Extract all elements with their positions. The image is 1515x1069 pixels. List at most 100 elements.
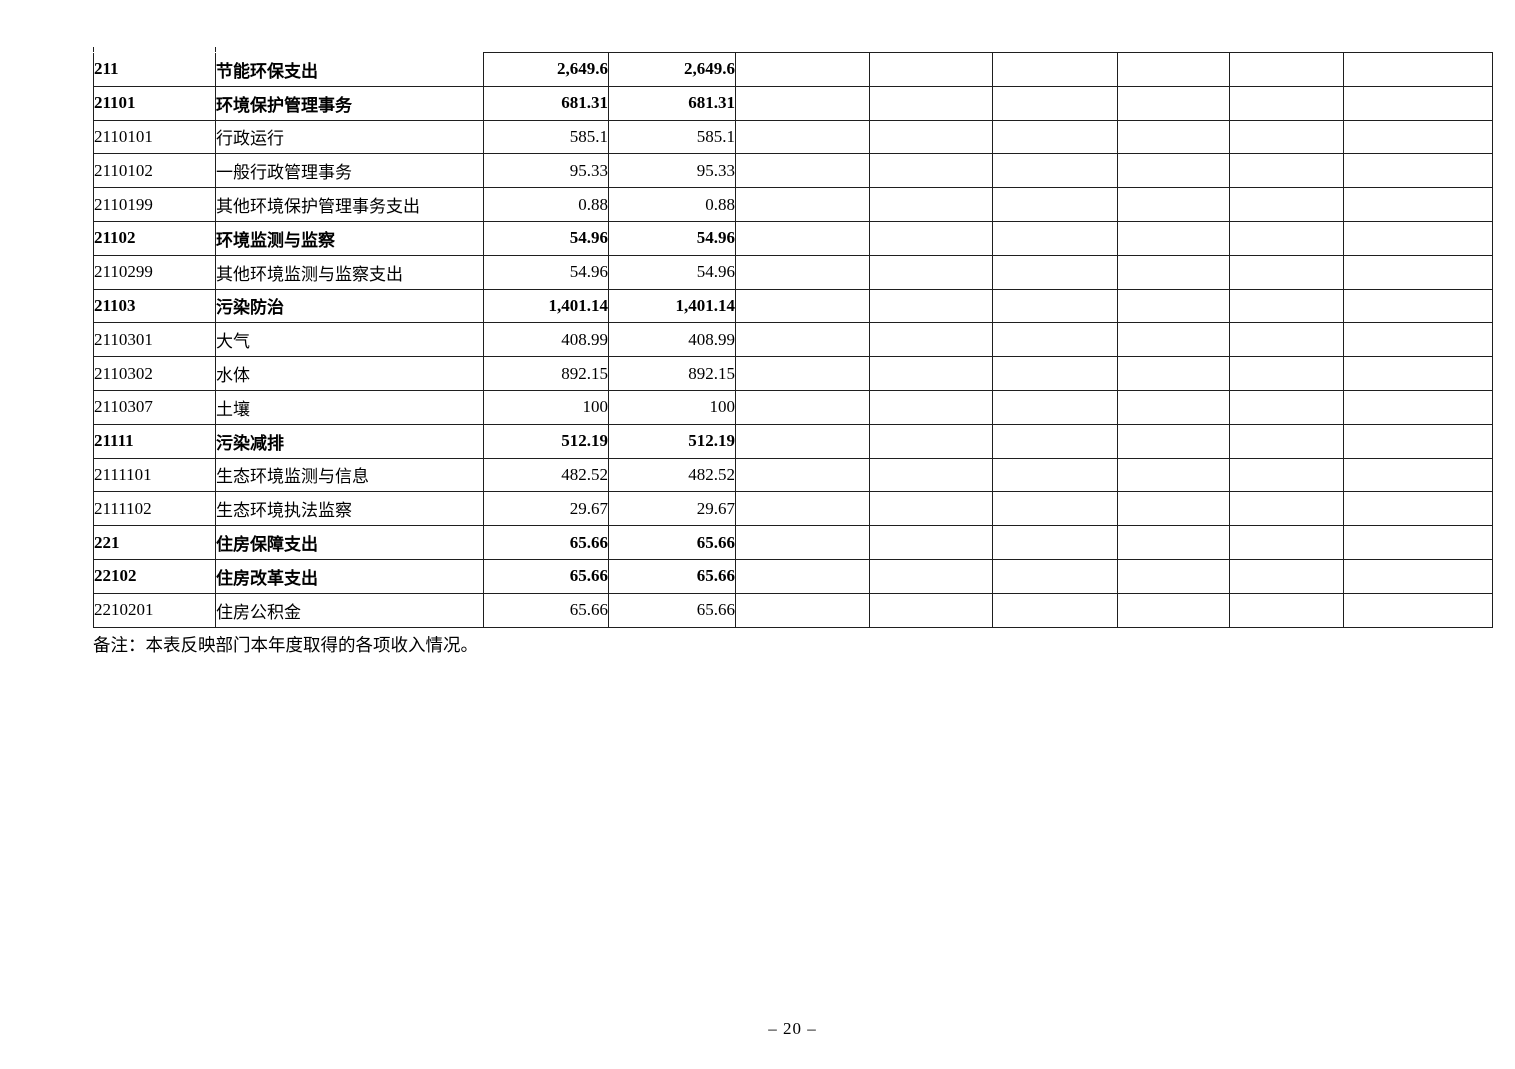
empty-cell xyxy=(1117,491,1230,527)
code-cell: 2110307 xyxy=(93,390,216,425)
amount-cell: 0.88 xyxy=(608,187,736,222)
empty-cell xyxy=(992,458,1118,493)
empty-cell xyxy=(1343,120,1493,155)
empty-cell xyxy=(1343,559,1493,594)
empty-cell xyxy=(1117,593,1230,628)
empty-cell xyxy=(1229,120,1344,155)
table-row: 2110199 其他环境保护管理事务支出 0.88 0.88 xyxy=(93,187,1493,222)
empty-cell xyxy=(1117,458,1230,493)
empty-cell xyxy=(869,390,993,425)
table-row: 21111 污染减排 512.19 512.19 xyxy=(93,424,1493,459)
empty-cell xyxy=(992,593,1118,628)
empty-cell xyxy=(735,356,870,391)
empty-cell xyxy=(735,559,870,594)
empty-cell xyxy=(1343,322,1493,358)
amount-cell: 65.66 xyxy=(483,593,609,628)
empty-cell xyxy=(735,153,870,189)
empty-cell xyxy=(1117,559,1230,594)
name-cell: 土壤 xyxy=(215,390,484,425)
empty-cell xyxy=(869,153,993,189)
code-cell: 21103 xyxy=(93,289,216,324)
empty-cell xyxy=(1343,86,1493,121)
empty-cell xyxy=(992,120,1118,155)
empty-cell xyxy=(992,289,1118,324)
empty-cell xyxy=(992,153,1118,189)
table-row: 21101 环境保护管理事务 681.31 681.31 xyxy=(93,86,1493,121)
name-cell: 环境监测与监察 xyxy=(215,221,484,256)
table-row: 2110101 行政运行 585.1 585.1 xyxy=(93,120,1493,155)
amount-cell: 1,401.14 xyxy=(608,289,736,324)
name-cell: 其他环境保护管理事务支出 xyxy=(215,187,484,222)
name-cell: 住房保障支出 xyxy=(215,525,484,560)
empty-cell xyxy=(1343,424,1493,459)
empty-cell xyxy=(992,491,1118,527)
code-cell: 21111 xyxy=(93,424,216,459)
empty-cell xyxy=(869,120,993,155)
amount-cell: 681.31 xyxy=(483,86,609,121)
table-row: 21102 环境监测与监察 54.96 54.96 xyxy=(93,221,1493,256)
empty-cell xyxy=(735,289,870,324)
empty-cell xyxy=(869,424,993,459)
name-cell: 环境保护管理事务 xyxy=(215,86,484,121)
amount-cell: 95.33 xyxy=(483,153,609,189)
table-row: 2111101 生态环境监测与信息 482.52 482.52 xyxy=(93,458,1493,493)
amount-cell: 100 xyxy=(483,390,609,425)
empty-cell xyxy=(1117,221,1230,256)
amount-cell: 408.99 xyxy=(608,322,736,358)
table-note: 备注：本表反映部门本年度取得的各项收入情况。 xyxy=(93,635,478,655)
empty-cell xyxy=(1229,593,1344,628)
amount-cell: 482.52 xyxy=(483,458,609,493)
empty-cell xyxy=(869,289,993,324)
empty-cell xyxy=(1229,491,1344,527)
empty-cell xyxy=(869,221,993,256)
empty-cell xyxy=(1229,52,1344,87)
name-cell: 住房改革支出 xyxy=(215,559,484,594)
empty-cell xyxy=(1117,187,1230,222)
empty-cell xyxy=(869,593,993,628)
table-row: 2210201 住房公积金 65.66 65.66 xyxy=(93,593,1493,628)
empty-cell xyxy=(1229,322,1344,358)
empty-cell xyxy=(1117,356,1230,391)
empty-cell xyxy=(992,187,1118,222)
empty-cell xyxy=(735,458,870,493)
table-row: 2110307 土壤 100 100 xyxy=(93,390,1493,425)
code-cell: 21101 xyxy=(93,86,216,121)
empty-cell xyxy=(869,559,993,594)
name-cell: 水体 xyxy=(215,356,484,391)
empty-cell xyxy=(1229,221,1344,256)
empty-cell xyxy=(1343,187,1493,222)
empty-cell xyxy=(1117,255,1230,290)
empty-cell xyxy=(1229,356,1344,391)
amount-cell: 65.66 xyxy=(483,525,609,560)
amount-cell: 65.66 xyxy=(608,593,736,628)
empty-cell xyxy=(1229,289,1344,324)
amount-cell: 65.66 xyxy=(483,559,609,594)
amount-cell: 585.1 xyxy=(608,120,736,155)
amount-cell: 95.33 xyxy=(608,153,736,189)
table-row: 221 住房保障支出 65.66 65.66 xyxy=(93,525,1493,560)
empty-cell xyxy=(735,491,870,527)
amount-cell: 512.19 xyxy=(608,424,736,459)
name-cell: 一般行政管理事务 xyxy=(215,153,484,189)
amount-cell: 54.96 xyxy=(483,255,609,290)
empty-cell xyxy=(1229,153,1344,189)
amount-cell: 54.96 xyxy=(483,221,609,256)
empty-cell xyxy=(992,390,1118,425)
code-cell: 2110199 xyxy=(93,187,216,222)
name-cell: 节能环保支出 xyxy=(215,52,484,87)
amount-cell: 100 xyxy=(608,390,736,425)
empty-cell xyxy=(1229,559,1344,594)
code-cell: 2110101 xyxy=(93,120,216,155)
empty-cell xyxy=(1229,255,1344,290)
budget-table-body: 211 节能环保支出 2,649.6 2,649.6 21101 环境保护管理事务 681.… xyxy=(93,52,1493,628)
empty-cell xyxy=(992,86,1118,121)
table-row: 22102 住房改革支出 65.66 65.66 xyxy=(93,559,1493,594)
empty-cell xyxy=(1117,424,1230,459)
amount-cell: 892.15 xyxy=(608,356,736,391)
empty-cell xyxy=(1229,525,1344,560)
name-cell: 生态环境监测与信息 xyxy=(215,458,484,493)
amount-cell: 0.88 xyxy=(483,187,609,222)
table-row: 21103 污染防治 1,401.14 1,401.14 xyxy=(93,289,1493,324)
code-cell: 2110299 xyxy=(93,255,216,290)
